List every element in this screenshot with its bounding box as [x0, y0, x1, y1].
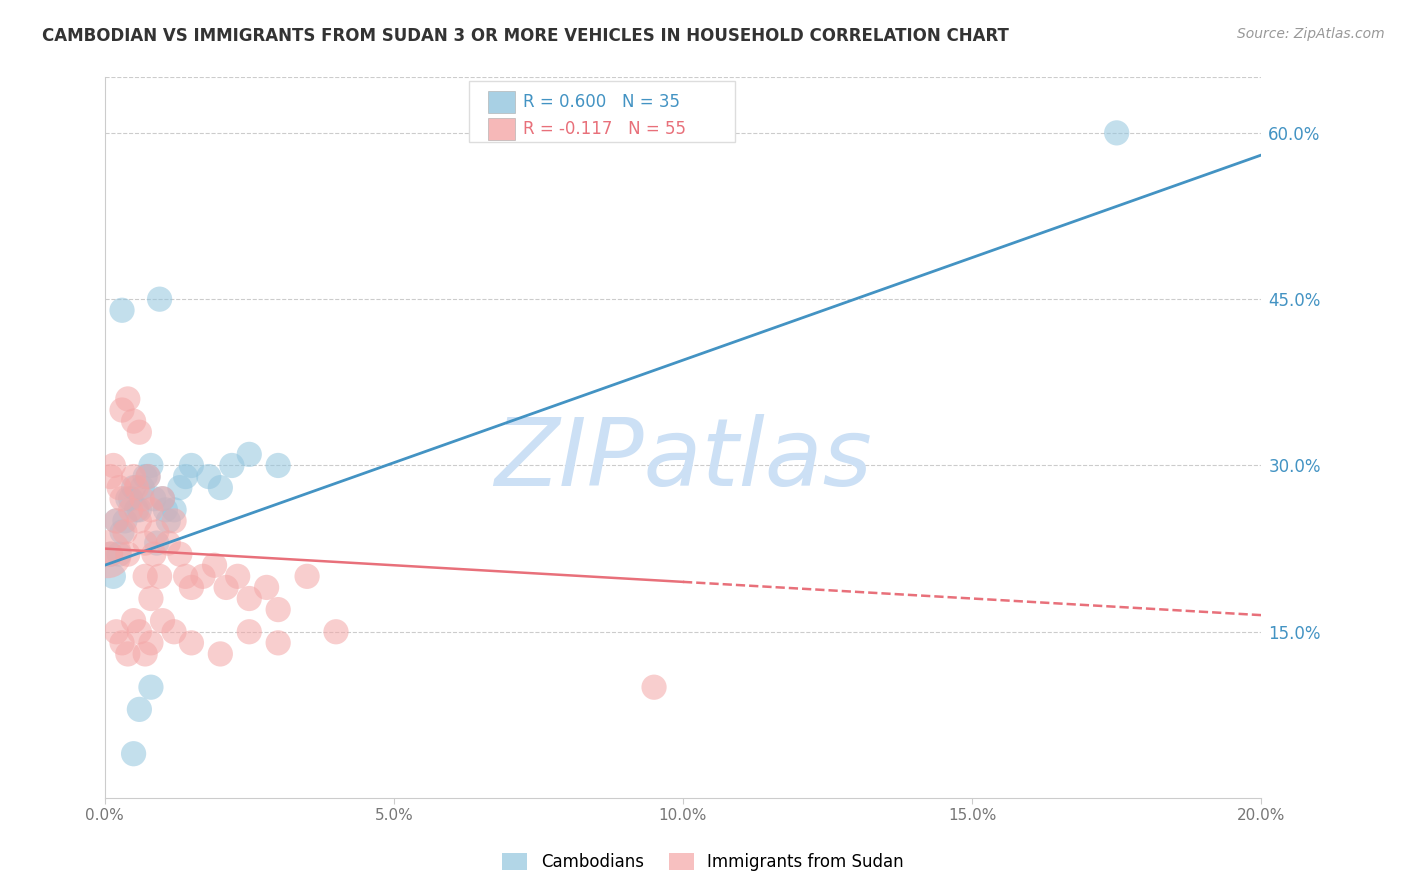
Point	[215, 581, 238, 595]
Point	[197, 469, 219, 483]
Point	[152, 491, 174, 506]
Point	[120, 491, 142, 506]
Point	[131, 481, 153, 495]
Point	[136, 469, 159, 483]
Point	[125, 503, 148, 517]
Point	[145, 524, 167, 539]
Point	[108, 547, 131, 561]
Point	[163, 503, 186, 517]
Point	[149, 292, 172, 306]
Point	[111, 403, 134, 417]
Point	[180, 458, 202, 473]
Point	[120, 503, 142, 517]
Point	[267, 636, 290, 650]
FancyBboxPatch shape	[488, 91, 515, 112]
Point	[125, 481, 148, 495]
Text: Source: ZipAtlas.com: Source: ZipAtlas.com	[1237, 27, 1385, 41]
Point	[163, 514, 186, 528]
Point	[111, 303, 134, 318]
Point	[157, 514, 180, 528]
Point	[128, 624, 150, 639]
Point	[131, 491, 153, 506]
Point	[267, 602, 290, 616]
FancyBboxPatch shape	[488, 118, 515, 140]
Point	[139, 503, 162, 517]
Point	[136, 469, 159, 483]
Point	[267, 458, 290, 473]
Text: R = -0.117   N = 55: R = -0.117 N = 55	[523, 120, 686, 138]
Point	[122, 469, 145, 483]
Point	[103, 458, 125, 473]
Point	[238, 447, 260, 461]
Point	[155, 503, 177, 517]
Point	[174, 469, 197, 483]
Point	[226, 569, 249, 583]
Point	[139, 458, 162, 473]
Point	[105, 624, 128, 639]
Point	[152, 491, 174, 506]
FancyBboxPatch shape	[470, 81, 735, 143]
Point	[643, 680, 665, 694]
Point	[142, 491, 165, 506]
Point	[134, 569, 156, 583]
Point	[221, 458, 243, 473]
Point	[209, 647, 232, 661]
Point	[97, 547, 120, 561]
Point	[139, 636, 162, 650]
Point	[238, 624, 260, 639]
Point	[157, 536, 180, 550]
Point	[100, 547, 122, 561]
Point	[114, 524, 136, 539]
Point	[142, 547, 165, 561]
Point	[163, 624, 186, 639]
Point	[134, 647, 156, 661]
Point	[169, 481, 191, 495]
Point	[114, 514, 136, 528]
Point	[128, 702, 150, 716]
Point	[1105, 126, 1128, 140]
Point	[122, 614, 145, 628]
Point	[117, 392, 139, 406]
Point	[295, 569, 318, 583]
Point	[180, 636, 202, 650]
Point	[139, 680, 162, 694]
Point	[169, 547, 191, 561]
Point	[122, 747, 145, 761]
Point	[100, 547, 122, 561]
Point	[111, 636, 134, 650]
Point	[128, 425, 150, 440]
Text: CAMBODIAN VS IMMIGRANTS FROM SUDAN 3 OR MORE VEHICLES IN HOUSEHOLD CORRELATION C: CAMBODIAN VS IMMIGRANTS FROM SUDAN 3 OR …	[42, 27, 1010, 45]
Text: R = 0.600   N = 35: R = 0.600 N = 35	[523, 93, 681, 111]
Point	[128, 503, 150, 517]
Point	[238, 591, 260, 606]
Point	[180, 581, 202, 595]
Point	[139, 591, 162, 606]
Point	[134, 469, 156, 483]
Point	[111, 491, 134, 506]
Point	[122, 481, 145, 495]
Point	[105, 514, 128, 528]
Point	[128, 514, 150, 528]
Point	[256, 581, 278, 595]
Point	[174, 569, 197, 583]
Point	[117, 547, 139, 561]
Point	[145, 536, 167, 550]
Point	[122, 414, 145, 428]
Point	[149, 569, 172, 583]
Point	[134, 536, 156, 550]
Point	[191, 569, 214, 583]
Point	[152, 614, 174, 628]
Point	[209, 481, 232, 495]
Point	[105, 514, 128, 528]
Point	[117, 647, 139, 661]
Point	[111, 524, 134, 539]
Point	[108, 481, 131, 495]
Legend: Cambodians, Immigrants from Sudan: Cambodians, Immigrants from Sudan	[494, 845, 912, 880]
Point	[103, 569, 125, 583]
Point	[204, 558, 226, 573]
Point	[325, 624, 347, 639]
Point	[117, 491, 139, 506]
Point	[100, 469, 122, 483]
Text: ZIPatlas: ZIPatlas	[494, 414, 872, 505]
